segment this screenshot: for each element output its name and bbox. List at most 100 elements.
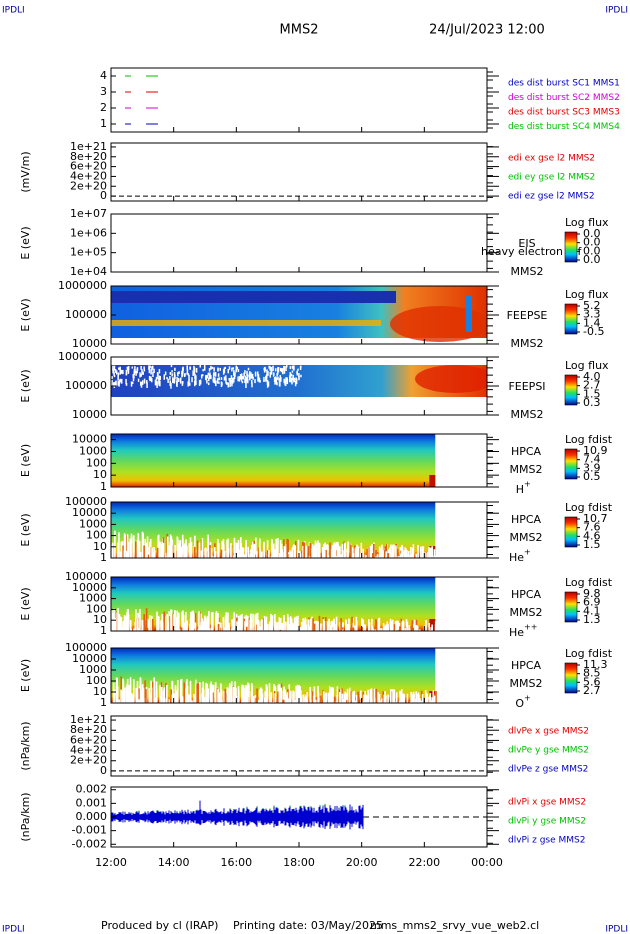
spectrogram-speck [299, 366, 302, 371]
spectrogram-speck [229, 378, 232, 381]
y-tick-label: 0 [100, 189, 107, 202]
spectrogram-speck [129, 538, 132, 558]
spectrogram-speck [169, 541, 171, 558]
spectrogram-speck [273, 377, 276, 383]
spectrogram-speck [393, 544, 395, 558]
spectrogram-speck [294, 626, 297, 631]
colorbar-tick-label: 9.8 [583, 587, 601, 600]
spectrogram-speck [242, 376, 244, 379]
spectrogram-speck [146, 628, 149, 631]
spectrogram-speck [150, 376, 152, 379]
y-tick-label: 1 [100, 696, 107, 709]
spectrogram-speck [225, 378, 227, 384]
spectrogram-speck [392, 555, 394, 558]
spectrogram-speck [295, 685, 297, 703]
spectrogram-speck [356, 552, 359, 558]
spectrogram-speck [332, 544, 335, 558]
spectrogram-speck [201, 687, 204, 703]
spectrogram-speck [135, 687, 138, 703]
spectrogram-speck [122, 369, 124, 375]
spectrogram-speck [263, 379, 265, 382]
spectrogram-speck [287, 539, 289, 558]
spectrogram-speck [241, 381, 244, 384]
spectrogram-speck [198, 379, 201, 386]
spectrogram-speck [332, 553, 335, 558]
spectrogram-speck [238, 379, 241, 382]
spectrogram-speck [429, 547, 432, 558]
colorbar-tick-label: 0.5 [583, 470, 601, 483]
spectrogram-speck [193, 546, 196, 558]
spectrogram-speck [314, 545, 316, 558]
spectrogram-speck [290, 618, 293, 631]
spectrogram-speck [161, 613, 164, 631]
spectrogram-speck [192, 610, 194, 631]
spectrogram-speck [140, 373, 142, 377]
spectrogram-speck [241, 614, 243, 631]
spectrogram-speck [236, 621, 238, 631]
spectrogram-speck [395, 692, 398, 703]
spectrogram-speck [133, 535, 135, 558]
spectrogram-speck [163, 687, 166, 703]
spectrogram-speck [389, 553, 391, 558]
spectrogram-speck [297, 615, 299, 631]
spectrogram-speck [304, 619, 306, 631]
spectrogram-speck [126, 686, 129, 703]
spectrogram-speck [336, 541, 339, 558]
spectrogram-speck [287, 629, 290, 631]
species-label: He [509, 551, 524, 564]
spectrogram-speck [424, 552, 426, 558]
y-tick-label: 10000 [72, 506, 107, 519]
spectrogram-speck [328, 555, 330, 558]
spectrogram-speck [213, 367, 215, 372]
spectrogram-speck [431, 546, 434, 558]
spectrogram-speck [252, 544, 254, 558]
spectrogram-speck [353, 625, 356, 631]
spectrogram-speck [171, 370, 173, 373]
spectrogram-speck [168, 699, 170, 703]
spectrogram-speck [123, 616, 126, 631]
corner-label: IPDLI [2, 925, 25, 934]
spectrogram-speck [163, 374, 166, 380]
spectrogram-speck [145, 608, 148, 631]
spectrogram-speck [280, 543, 283, 558]
instrument-label: HPCA [511, 659, 542, 672]
spectrogram-speck [186, 545, 188, 558]
spectrogram-speck [279, 627, 282, 631]
spectrogram-speck [195, 375, 197, 380]
spectrogram-speck [266, 686, 268, 703]
spectrogram-speck [430, 701, 433, 703]
spectrogram-speck [200, 621, 202, 631]
spectrogram-speck [412, 627, 415, 631]
spectrogram-speck [224, 366, 227, 369]
spectrogram-speck [117, 381, 119, 386]
spectrogram-speck [139, 372, 141, 378]
spectrogram-speck [200, 539, 203, 558]
spectrogram-speck [118, 628, 121, 631]
spectrogram-blob [415, 365, 487, 393]
spectrogram-speck [140, 365, 142, 370]
spectrogram-speck [232, 687, 235, 703]
y-axis-label: (nPa/km) [19, 721, 32, 770]
spectrogram-speck [128, 684, 131, 703]
spectrogram-speck [212, 377, 215, 383]
spectrogram-speck [410, 554, 413, 558]
spectrogram-speck [221, 540, 224, 558]
title: MMS2 [280, 23, 319, 38]
spectrogram-speck [142, 688, 145, 703]
spectrogram-speck [375, 556, 377, 558]
spectrogram-speck [156, 547, 159, 558]
spectrogram-speck [240, 543, 243, 558]
spectrogram-speck [434, 621, 437, 631]
spectrogram-speck [122, 545, 124, 558]
spectrogram-speck [151, 547, 153, 558]
spectrogram-speck [212, 372, 215, 379]
spectrogram-speck [244, 620, 246, 631]
spectrogram-speck [130, 381, 133, 387]
colorbar-title: Log flux [565, 288, 609, 301]
spectrogram-speck [132, 694, 134, 703]
spectrogram-speck [244, 378, 246, 381]
spectrogram-speck [259, 548, 262, 558]
y-tick-label: 10000 [72, 337, 107, 350]
spectrogram-speck [415, 553, 418, 558]
spectrogram-speck [238, 621, 240, 631]
